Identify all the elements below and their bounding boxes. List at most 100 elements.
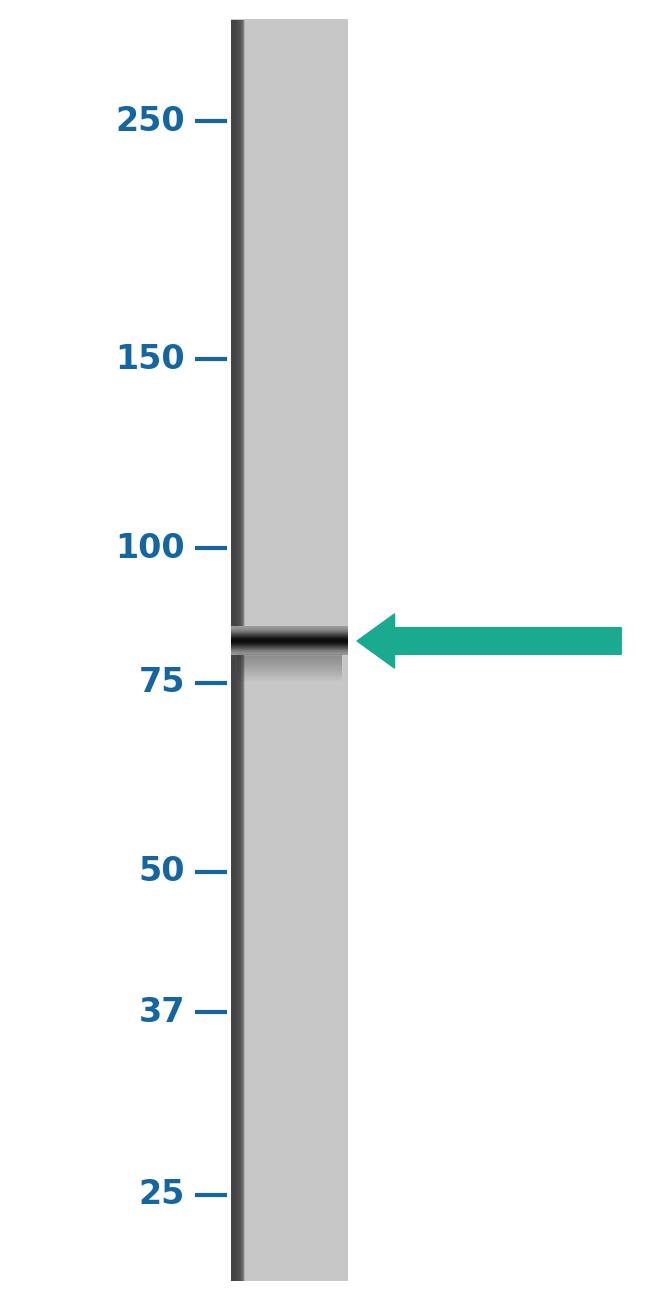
Bar	[231, 974, 348, 978]
Bar	[231, 57, 348, 61]
Bar	[237, 667, 342, 668]
Bar	[231, 306, 348, 309]
Bar	[231, 772, 348, 776]
Bar	[231, 20, 240, 1280]
Bar	[231, 949, 348, 953]
Bar	[231, 482, 348, 486]
Bar	[231, 814, 348, 818]
Bar	[231, 465, 348, 469]
Bar	[231, 906, 348, 910]
Bar	[231, 385, 348, 390]
Bar	[231, 541, 348, 545]
Bar	[237, 664, 342, 667]
Bar	[237, 664, 342, 666]
Bar	[231, 1150, 348, 1154]
Bar	[231, 806, 348, 810]
Bar	[231, 1277, 348, 1280]
Bar	[237, 658, 342, 660]
Bar	[231, 1032, 348, 1036]
Bar	[237, 668, 342, 670]
Bar	[231, 272, 348, 276]
Bar	[231, 633, 348, 637]
Bar	[237, 663, 342, 666]
Bar	[231, 415, 348, 419]
Bar	[231, 99, 348, 104]
Bar	[231, 780, 348, 784]
Bar	[231, 1036, 348, 1041]
Bar	[231, 66, 348, 70]
Bar	[231, 1184, 348, 1188]
Bar	[231, 20, 232, 1280]
Bar	[231, 32, 348, 36]
Bar	[231, 571, 348, 575]
Bar	[231, 507, 348, 511]
Bar	[231, 654, 348, 658]
Bar	[237, 659, 342, 660]
Bar	[231, 116, 348, 121]
Bar	[237, 662, 342, 663]
Bar	[231, 1201, 348, 1205]
Bar	[231, 612, 348, 616]
Bar	[231, 848, 348, 852]
Bar	[231, 20, 237, 1280]
Bar	[231, 1147, 348, 1150]
Bar	[231, 20, 237, 1280]
Bar	[231, 881, 348, 885]
Bar	[231, 646, 348, 650]
Bar	[231, 302, 348, 306]
Bar	[231, 208, 348, 213]
Bar	[231, 53, 348, 57]
Bar	[231, 1134, 348, 1138]
Bar	[231, 225, 348, 230]
Bar	[231, 276, 348, 279]
Bar	[231, 734, 348, 738]
Bar	[231, 20, 244, 1280]
Bar	[231, 878, 348, 881]
Bar	[231, 902, 348, 906]
Bar	[231, 176, 348, 179]
Bar	[231, 982, 348, 987]
Bar	[231, 1083, 348, 1087]
Bar	[231, 20, 244, 1280]
Bar	[231, 1158, 348, 1162]
Bar	[231, 20, 238, 1280]
Bar	[237, 672, 342, 675]
Bar	[231, 582, 348, 588]
Bar	[231, 20, 237, 1280]
Bar	[231, 322, 348, 326]
Bar	[231, 20, 240, 1280]
Bar	[237, 655, 342, 658]
Bar	[237, 666, 342, 667]
Bar	[231, 936, 348, 940]
Bar	[231, 746, 348, 751]
Bar	[231, 642, 348, 646]
Bar	[231, 1096, 348, 1100]
Bar	[231, 759, 348, 763]
Bar	[231, 844, 348, 848]
Bar	[231, 549, 348, 554]
Bar	[231, 1117, 348, 1121]
Bar	[231, 864, 348, 868]
Bar	[237, 654, 342, 656]
Bar	[231, 768, 348, 772]
Bar	[231, 831, 348, 835]
Bar	[231, 1230, 348, 1234]
Bar	[231, 1213, 348, 1217]
Bar	[231, 718, 348, 722]
Bar	[237, 677, 342, 680]
Bar	[231, 840, 348, 844]
Bar	[231, 1079, 348, 1083]
Bar	[231, 545, 348, 549]
Bar	[237, 673, 342, 676]
Bar	[231, 872, 348, 878]
Bar	[231, 961, 348, 965]
Bar	[231, 1247, 348, 1251]
Bar	[237, 658, 342, 659]
Bar	[231, 452, 348, 456]
Bar	[231, 238, 348, 242]
Bar	[231, 20, 232, 1280]
Bar	[231, 1130, 348, 1134]
Bar	[231, 965, 348, 970]
Bar	[231, 588, 348, 592]
Bar	[231, 1108, 348, 1113]
